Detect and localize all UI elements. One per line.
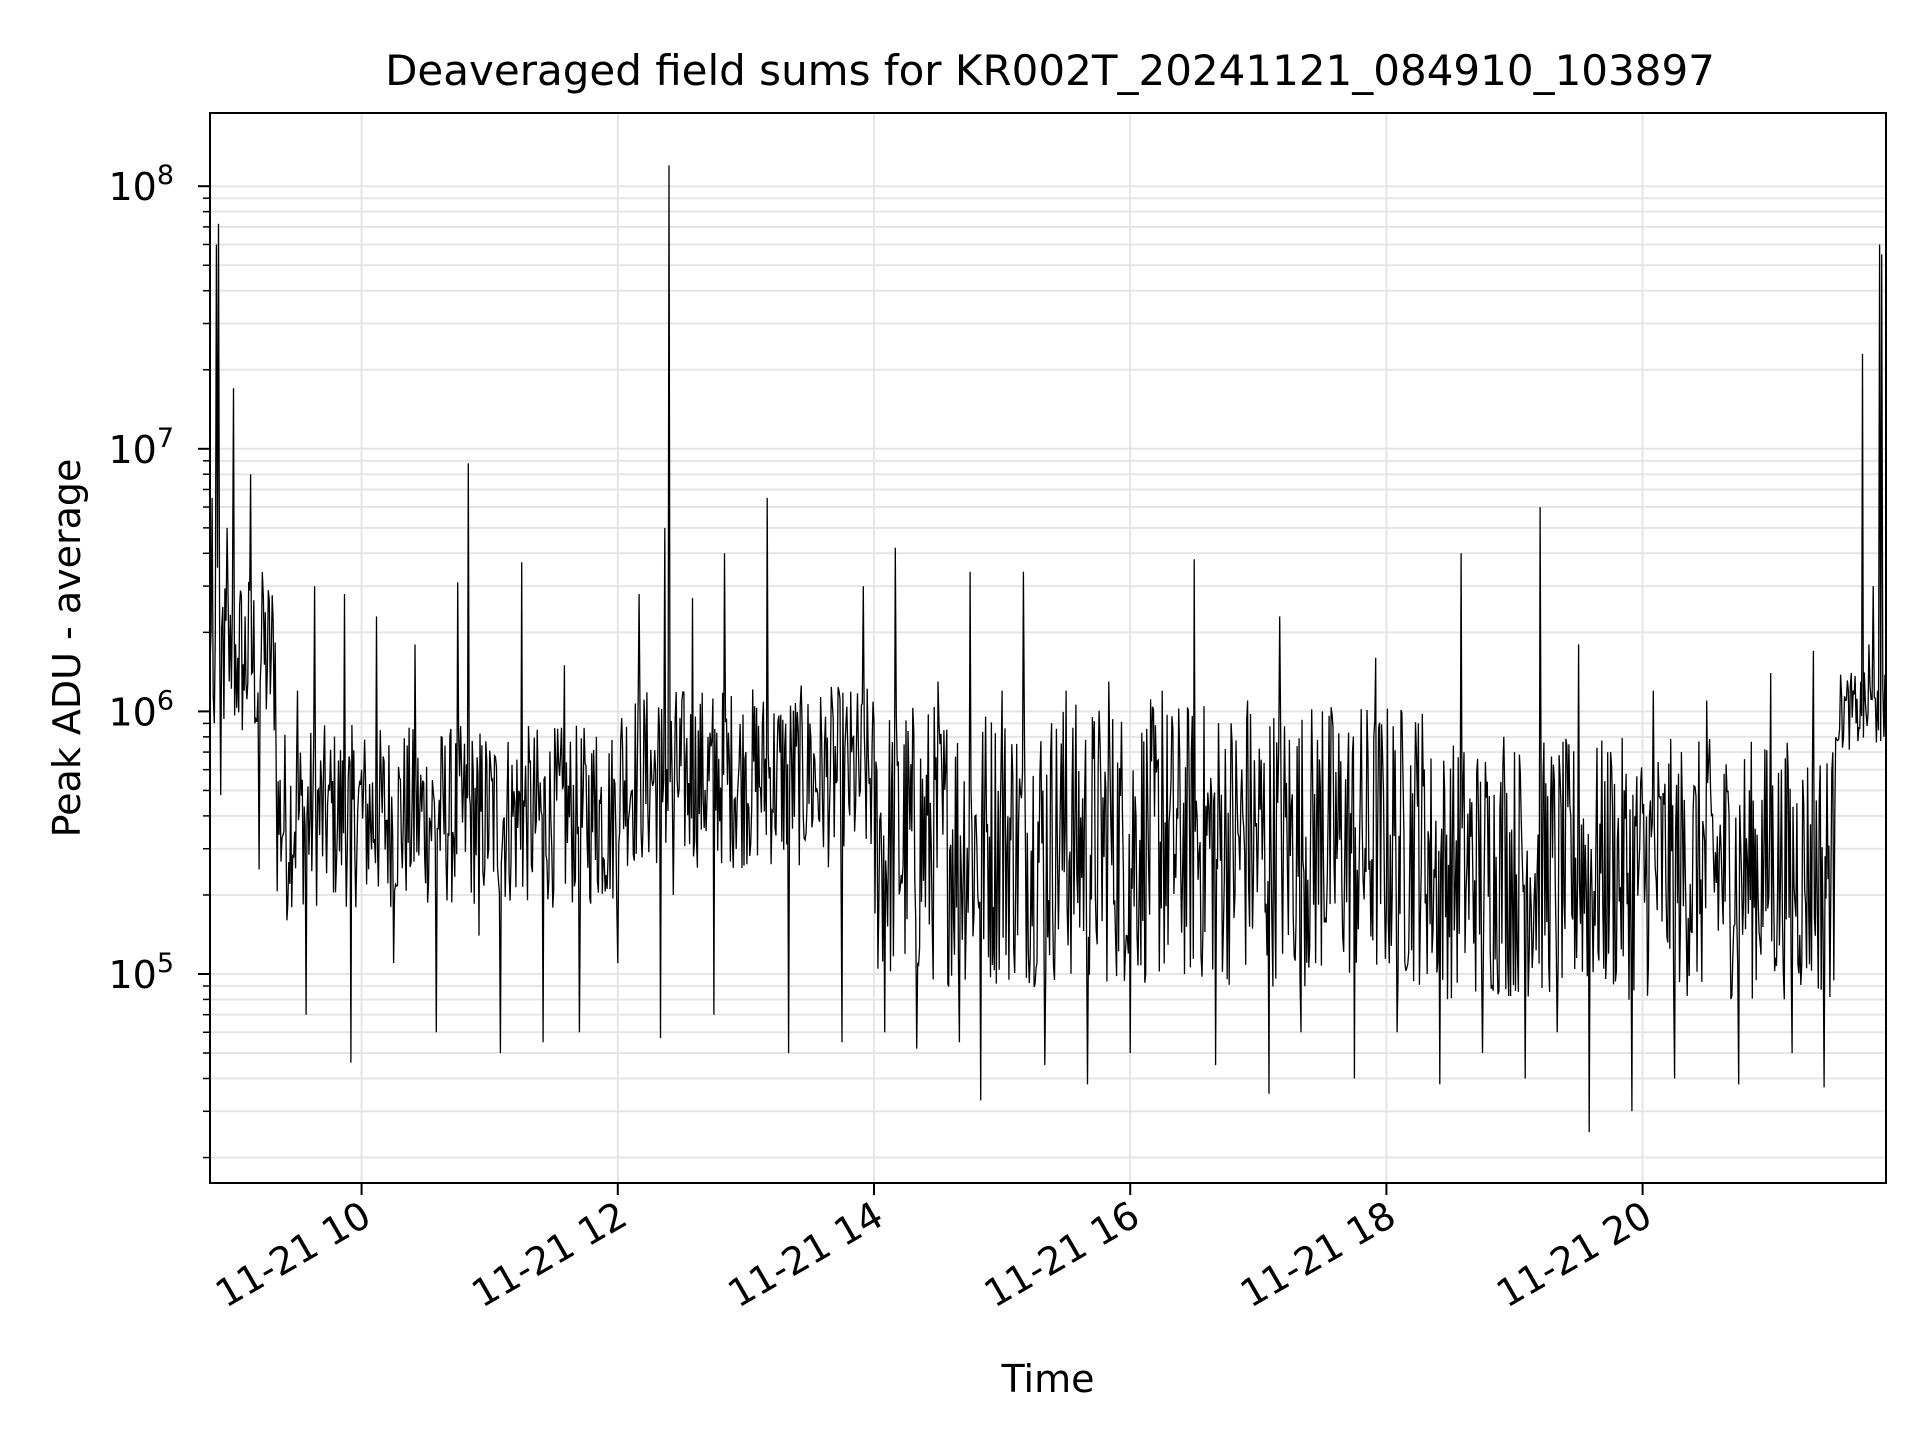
x-axis-label: Time: [1001, 1357, 1095, 1401]
y-tick-label: 106: [108, 685, 174, 734]
y-tick-base: 10: [108, 165, 156, 209]
plot-frame: [209, 112, 1887, 1184]
y-tick-base: 10: [108, 690, 156, 734]
y-tick-exponent: 5: [157, 948, 174, 979]
y-axis-label: Peak ADU - average: [45, 459, 89, 838]
series-line: [210, 165, 1886, 1133]
series-layer: [210, 165, 1886, 1133]
y-tick-label: 108: [108, 160, 174, 209]
y-tick-base: 10: [108, 428, 156, 472]
chart-title: Deaveraged field sums for KR002T_2024112…: [385, 46, 1715, 95]
y-tick-exponent: 6: [157, 685, 174, 716]
y-tick-label: 107: [108, 423, 174, 472]
y-tick-exponent: 8: [157, 160, 174, 191]
y-tick-exponent: 7: [157, 423, 174, 454]
y-tick-base: 10: [108, 953, 156, 997]
y-tick-label: 105: [108, 948, 174, 997]
